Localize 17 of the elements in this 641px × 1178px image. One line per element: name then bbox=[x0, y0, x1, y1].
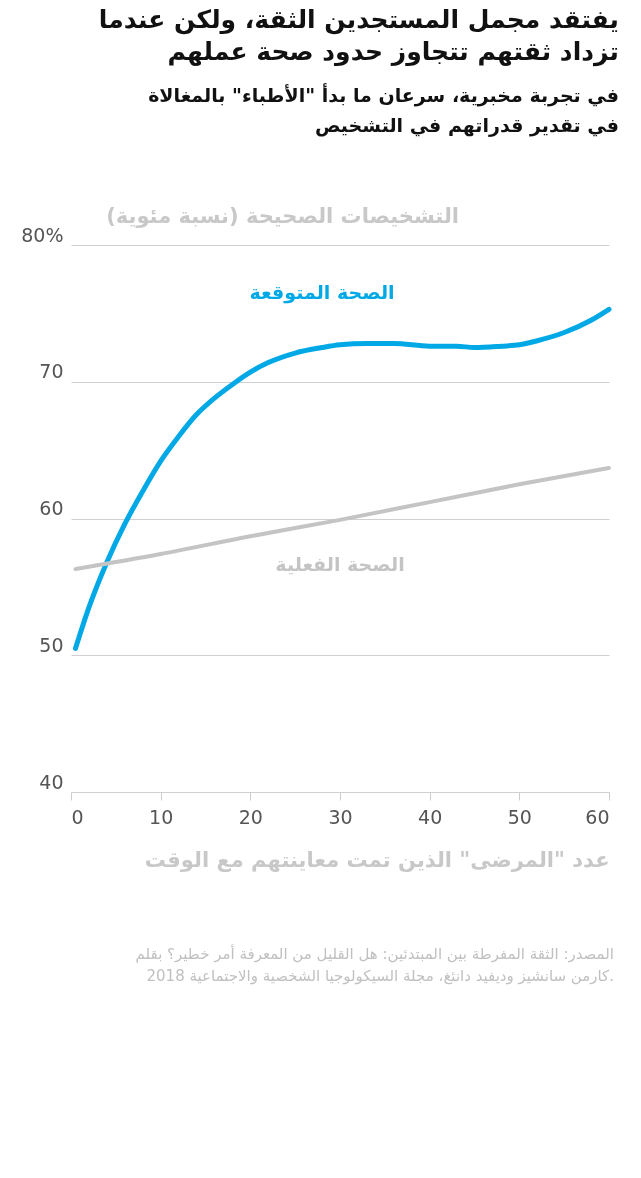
series-label: الصحة الفعلية bbox=[275, 552, 405, 575]
y-tick-label: 50 bbox=[39, 633, 64, 656]
chart-title: يفتقد مجمل المستجدين الثقة، ولكن عندما تزداد ثقتهم تتجاوز حدود صحة عملهم bbox=[98, 5, 619, 67]
chart-subtitle: في تجربة مخبرية، سرعان ما بدأ "الأطباء" بالمغالاة في تقدير قدراتهم في التشخيص bbox=[148, 83, 619, 137]
x-tick-label: 20 bbox=[238, 805, 263, 828]
x-tick-label: 50 bbox=[507, 805, 532, 828]
text: المصدر: الثقة المفرطة بين المبتدئين: هل القليل من المعرفة أمر خطير؟ بقلم كارمن سانشيز وديفيد دانئغ، مجلة السيكولوجيا الشخصية والاجتماعية 2018. bbox=[135, 944, 614, 985]
x-tick-label: 30 bbox=[328, 805, 353, 828]
x-tick-label: 60 bbox=[585, 805, 610, 828]
x-tick-label: 0 bbox=[71, 805, 84, 828]
y-tick-label: 80% bbox=[21, 223, 64, 246]
x-tick-label: 40 bbox=[418, 805, 443, 828]
y-tick-label: 60 bbox=[39, 497, 64, 519]
text: الصحة المتوقعة bbox=[249, 280, 395, 304]
y-tick-label: 70 bbox=[39, 360, 64, 383]
y-tick-label: 40 bbox=[39, 770, 64, 793]
x-tick-label: 10 bbox=[149, 805, 174, 828]
